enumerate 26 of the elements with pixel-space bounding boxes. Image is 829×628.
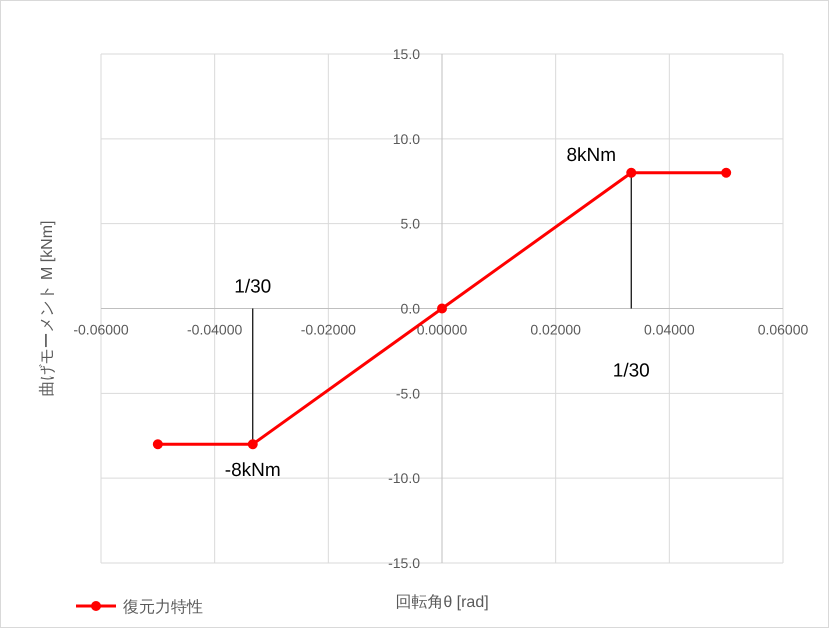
point — [626, 168, 636, 178]
point — [437, 304, 447, 314]
x-tick-label: 0.02000 — [530, 322, 582, 338]
data-label: 1/30 — [612, 360, 650, 382]
data-label: -8kNm — [224, 460, 281, 482]
point — [721, 168, 732, 178]
x-tick-label: -0.04000 — [187, 322, 243, 338]
x-axis-title: 回転角θ [rad] — [395, 594, 489, 611]
data-label: 1/30 — [234, 276, 272, 298]
y-tick-label: -5.0 — [396, 385, 420, 402]
x-tick-label: -0.06000 — [73, 322, 129, 338]
x-tick-label: 0.06000 — [758, 322, 809, 338]
y-axis-title: 曲げモーメント M [kNm] — [38, 220, 56, 396]
point — [248, 439, 258, 450]
y-tick-label: 5.0 — [400, 216, 420, 232]
x-tick-label: -0.02000 — [300, 322, 356, 338]
y-tick-label: -10.0 — [388, 470, 420, 486]
y-tick-label: 0.0 — [400, 300, 420, 316]
y-tick-label: 10.0 — [392, 130, 420, 147]
data-label: 8kNm — [566, 144, 616, 166]
legend-label: 復元力特性 — [123, 598, 203, 616]
x-tick-label: 0.04000 — [644, 322, 695, 338]
x-tick-label: 0.00000 — [416, 322, 468, 338]
y-tick-label: -15.0 — [388, 555, 420, 571]
y-tick-label: 15.0 — [392, 46, 420, 62]
point — [152, 439, 163, 450]
